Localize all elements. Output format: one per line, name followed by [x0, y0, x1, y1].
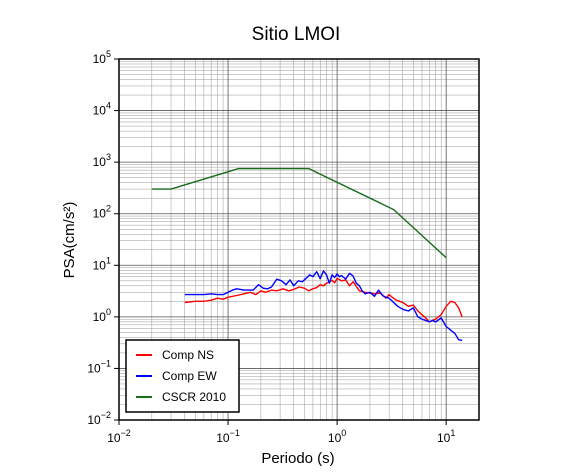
y-tick-label: 10−2	[87, 410, 111, 427]
x-tick-label: 101	[437, 428, 455, 445]
y-tick-label: 105	[93, 49, 111, 66]
y-tick-label: 102	[93, 204, 111, 221]
x-tick-label: 100	[328, 428, 346, 445]
x-tick-label: 10−2	[107, 428, 131, 445]
y-tick-label: 10−1	[87, 358, 111, 375]
x-axis-label: Periodo (s)	[261, 450, 334, 467]
series-line-comp-ns	[184, 277, 463, 323]
chart-title: Sitio LMOI	[252, 24, 341, 45]
series-line-comp-ew	[184, 270, 463, 342]
y-tick-label: 104	[93, 101, 111, 118]
x-tick-label: 10−1	[216, 428, 240, 445]
series-group	[151, 167, 463, 342]
x-axis-ticks: 10−2 10−1 100 101	[107, 420, 455, 445]
y-tick-label: 103	[93, 152, 111, 169]
y-axis-ticks: 10−2 10−1 100 101 102 103 104 105	[87, 49, 119, 427]
legend-label: CSCR 2010	[162, 390, 226, 404]
y-tick-label: 101	[93, 255, 111, 272]
y-tick-label: 100	[93, 307, 111, 324]
legend-label: Comp NS	[162, 348, 214, 362]
plot-frame	[118, 58, 480, 421]
legend: Comp NS Comp EW CSCR 2010	[125, 339, 240, 413]
y-axis-label: PSA(cm/s²)	[61, 202, 78, 279]
legend-label: Comp EW	[162, 369, 217, 383]
series-line-cscr-2010	[151, 167, 447, 259]
minor-grid	[119, 59, 480, 420]
